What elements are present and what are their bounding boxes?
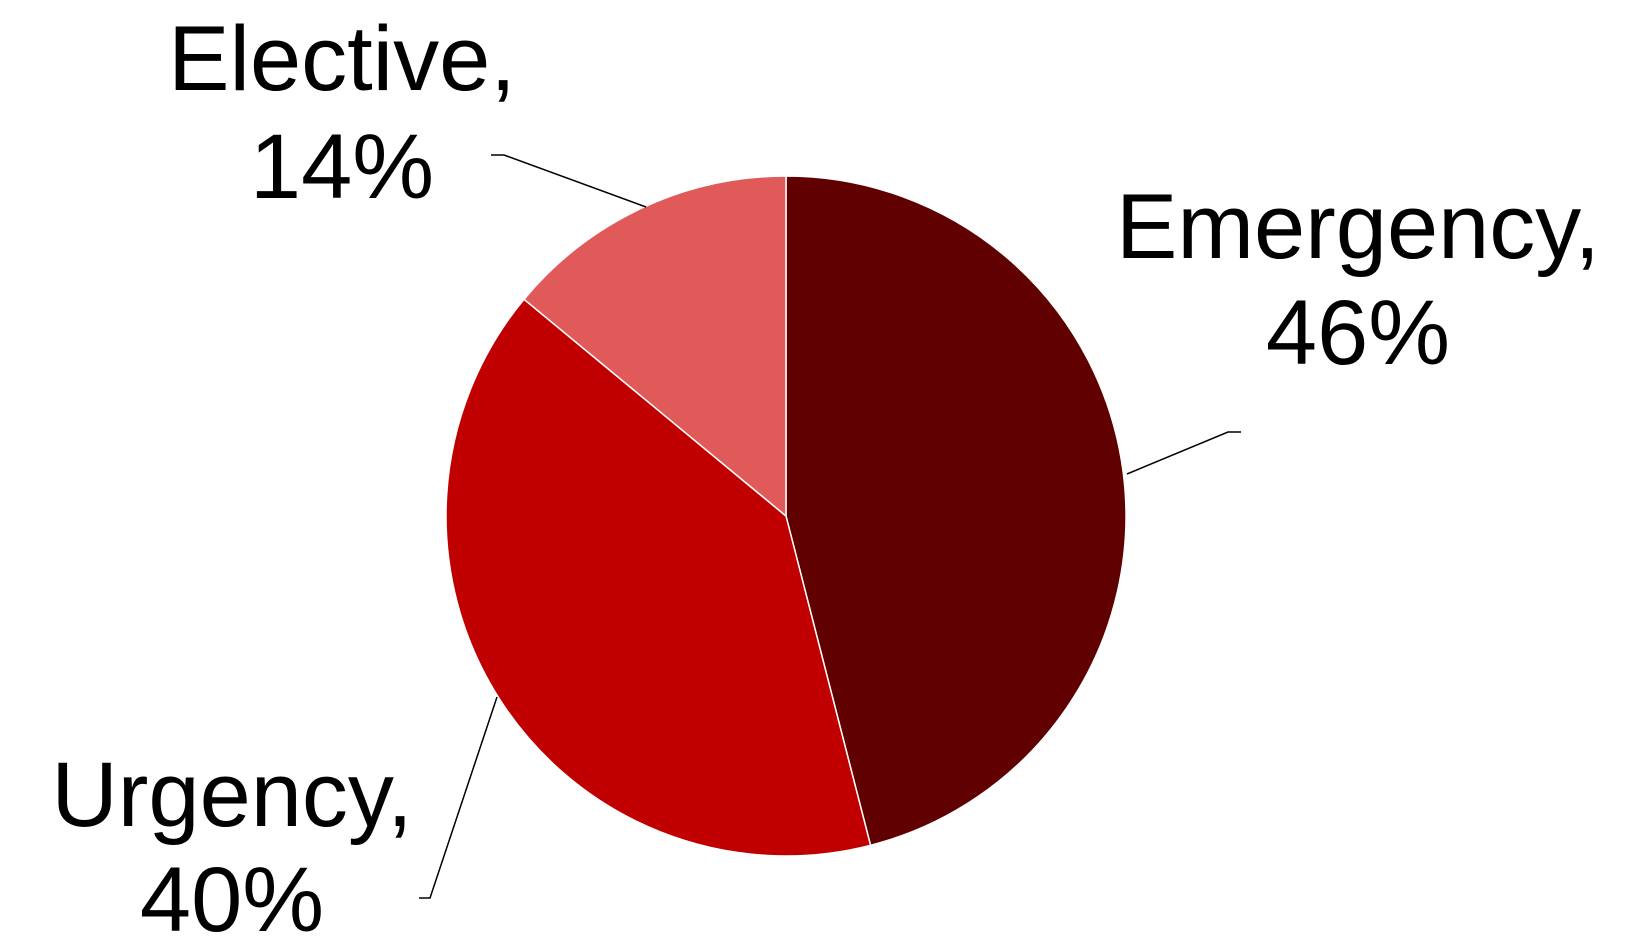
leader-line-elective (491, 154, 647, 208)
pie-slice-emergency (785, 175, 1127, 847)
pie-slice-elective (522, 175, 787, 518)
leader-line-emergency (1126, 431, 1241, 475)
slice-label-elective: Elective, (168, 8, 516, 110)
slice-value-urgency: 40% (140, 849, 324, 937)
leader-line-urgency (419, 696, 498, 899)
slice-labels: Emergency,46% Urgency,40% Elective,14% (51, 8, 1600, 937)
slice-label-urgency: Urgency, (51, 744, 412, 846)
pie-slice-urgency (445, 298, 872, 857)
slice-label-emergency: Emergency, (1116, 176, 1600, 278)
pie-slices (445, 175, 1127, 857)
slice-value-elective: 14% (250, 116, 434, 218)
leader-lines (419, 154, 1241, 899)
slice-value-emergency: 46% (1266, 282, 1450, 384)
